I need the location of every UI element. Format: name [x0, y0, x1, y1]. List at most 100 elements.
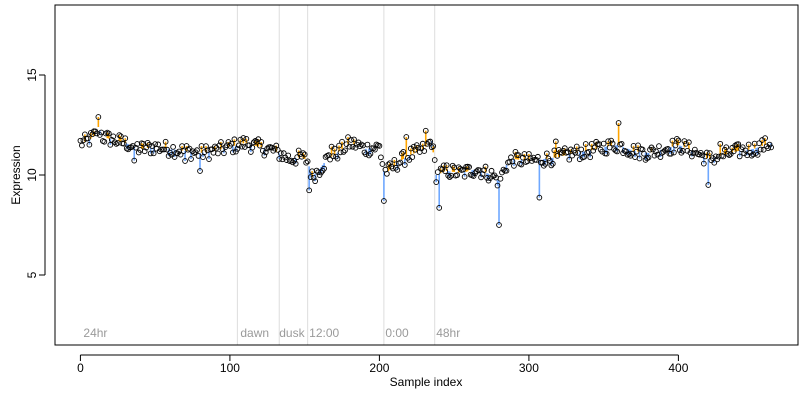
data-point	[230, 149, 236, 156]
data-point	[481, 167, 487, 173]
data-point	[218, 139, 224, 145]
data-point	[422, 127, 429, 134]
data-point	[689, 153, 695, 160]
data-point	[503, 167, 510, 174]
data-point	[581, 153, 588, 160]
data-point	[457, 165, 463, 172]
data-point	[330, 153, 336, 160]
data-point	[120, 140, 127, 147]
data-point	[117, 133, 124, 140]
data-point	[466, 164, 472, 170]
data-point	[143, 144, 150, 151]
data-point	[303, 159, 310, 166]
data-point	[351, 136, 357, 143]
data-point	[285, 152, 292, 159]
data-point	[587, 154, 594, 161]
data-point	[674, 135, 680, 142]
data-point	[768, 144, 774, 151]
x-tick-label: 200	[369, 361, 389, 375]
data-point	[436, 205, 443, 211]
data-point	[757, 146, 764, 153]
data-point	[641, 150, 647, 157]
data-point	[300, 150, 307, 156]
data-point	[357, 143, 363, 150]
data-point	[618, 140, 625, 147]
data-point	[700, 160, 707, 167]
data-point	[496, 222, 502, 228]
data-point	[101, 138, 108, 145]
data-point	[482, 163, 489, 170]
data-point	[182, 158, 188, 164]
phase-lines	[236, 5, 436, 345]
data-point	[268, 144, 275, 151]
data-point	[177, 151, 184, 158]
data-point	[573, 143, 580, 150]
data-point	[161, 146, 167, 153]
data-point	[331, 145, 338, 152]
data-point	[381, 198, 387, 204]
data-point	[274, 147, 281, 153]
data-point	[748, 152, 755, 159]
data-point	[384, 170, 390, 177]
data-point	[366, 152, 372, 159]
data-point	[255, 136, 262, 142]
y-tick-label: 15	[25, 68, 39, 82]
data-point	[714, 156, 721, 163]
data-point	[566, 156, 573, 163]
data-point	[372, 146, 378, 153]
x-axis: 0 100 200 300 400	[77, 354, 689, 375]
data-point	[400, 149, 407, 155]
data-point	[197, 168, 203, 174]
data-point	[600, 140, 607, 147]
data-point	[301, 151, 308, 158]
data-point	[440, 162, 447, 169]
data-point	[147, 150, 154, 157]
data-point	[535, 153, 541, 160]
data-point	[765, 145, 771, 152]
data-point	[391, 157, 398, 163]
data-point	[706, 150, 713, 156]
data-point	[430, 143, 437, 150]
data-point	[291, 157, 298, 164]
data-point	[588, 140, 595, 147]
data-point	[739, 144, 746, 151]
data-point	[603, 150, 610, 157]
data-point	[409, 154, 416, 160]
data-point	[609, 140, 616, 147]
data-point	[549, 160, 556, 167]
data-point	[691, 146, 698, 153]
data-point	[554, 153, 561, 159]
data-point	[633, 148, 640, 155]
data-point	[599, 148, 606, 155]
data-point	[165, 153, 172, 159]
data-point	[194, 147, 200, 153]
data-point	[337, 149, 344, 156]
data-point	[473, 168, 480, 175]
data-point	[310, 174, 317, 181]
data-point	[105, 130, 112, 137]
data-point	[237, 136, 244, 143]
data-point	[321, 165, 327, 172]
data-point	[231, 136, 238, 143]
data-point	[398, 150, 405, 157]
data-point	[200, 154, 206, 160]
data-point	[428, 144, 435, 151]
data-point	[215, 150, 221, 157]
data-point	[512, 148, 519, 155]
data-point	[736, 153, 743, 160]
data-point	[364, 141, 371, 148]
data-point	[116, 132, 123, 138]
data-point	[77, 137, 84, 144]
data-point	[122, 135, 129, 142]
data-point	[672, 142, 679, 149]
data-point	[711, 159, 718, 166]
data-point	[629, 150, 635, 157]
x-tick-label: 100	[220, 361, 240, 375]
data-point	[379, 161, 386, 167]
data-point	[85, 135, 91, 142]
data-point	[288, 157, 295, 164]
data-point	[494, 182, 501, 189]
data-point	[511, 162, 517, 169]
data-point	[349, 143, 356, 150]
data-point	[86, 141, 93, 148]
